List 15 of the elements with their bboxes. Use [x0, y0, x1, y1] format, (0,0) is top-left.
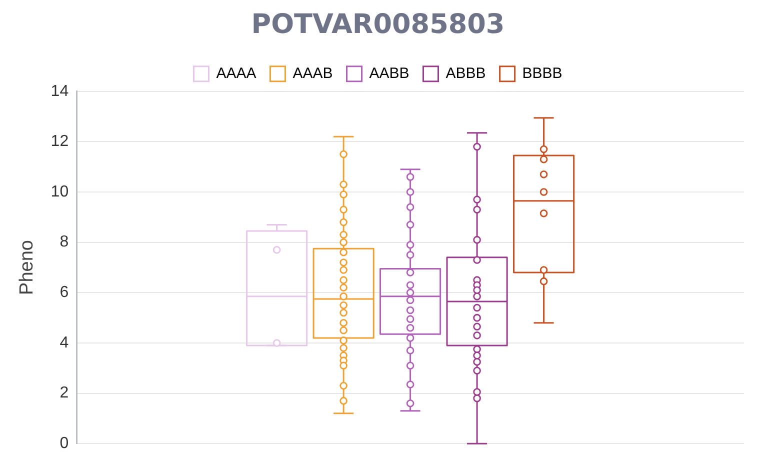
- legend-label: AAAB: [292, 65, 333, 82]
- legend-label: AAAA: [216, 65, 256, 82]
- y-tick-label: 2: [60, 384, 69, 402]
- y-tick-label: 6: [60, 284, 69, 302]
- legend-label: ABBB: [446, 65, 486, 82]
- legend-label: BBBB: [522, 65, 562, 82]
- y-tick-label: 0: [60, 435, 69, 452]
- chart-title: POTVAR0085803: [251, 9, 505, 40]
- y-tick-label: 10: [50, 183, 69, 200]
- y-tick-label: 14: [50, 82, 69, 100]
- y-tick-label: 12: [50, 133, 69, 150]
- legend-label: AABB: [369, 65, 410, 82]
- y-tick-label: 8: [60, 234, 69, 251]
- y-tick-label: 4: [60, 334, 69, 352]
- y-axis-title: Pheno: [16, 240, 38, 295]
